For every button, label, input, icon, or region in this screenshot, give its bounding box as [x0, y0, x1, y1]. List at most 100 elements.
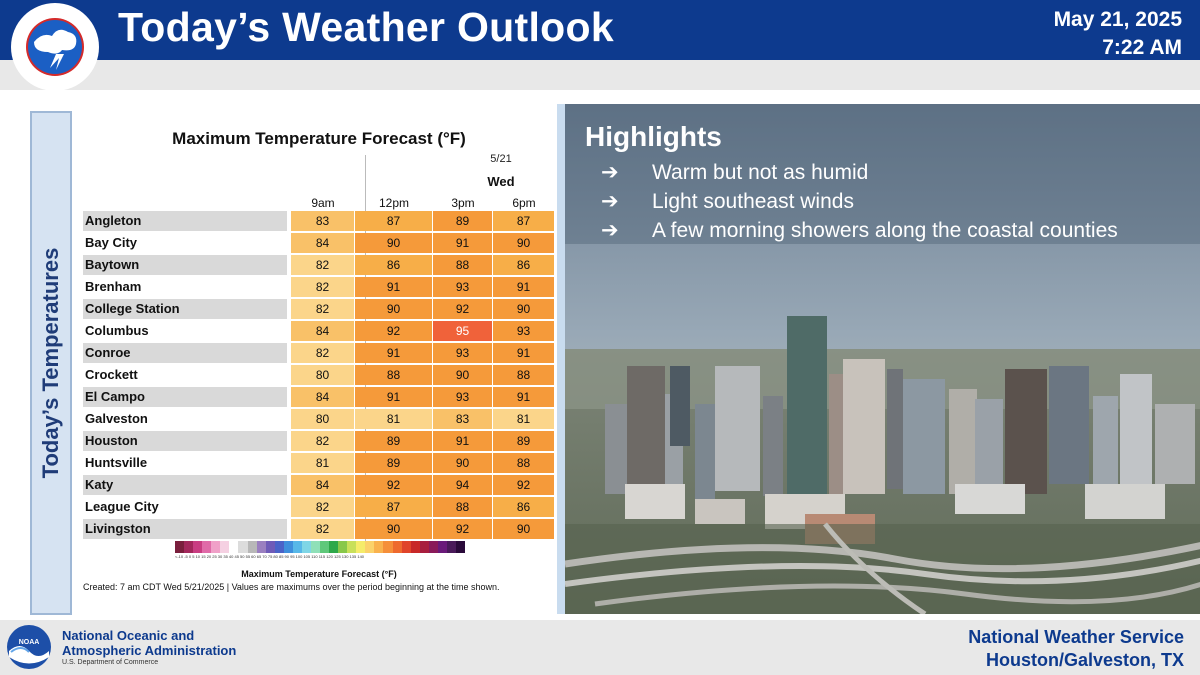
legend-swatch	[437, 541, 447, 553]
noaa-department: U.S. Department of Commerce	[62, 659, 159, 666]
side-label-text: Today’s Temperatures	[38, 247, 63, 479]
issue-time: 7:22 AM	[1102, 36, 1182, 59]
highlight-text: Warm but not as humid	[652, 161, 869, 184]
highlight-item: ➔ Warm but not as humid	[601, 158, 1118, 187]
temperature-cell: 89	[493, 431, 554, 451]
legend-swatch	[184, 541, 194, 553]
temperature-cell: 83	[433, 409, 492, 429]
temperature-cell: 84	[291, 233, 354, 253]
table-row: Columbus 84 92 95 93	[83, 321, 554, 341]
legend-swatch	[202, 541, 212, 553]
city-name: Conroe	[83, 343, 287, 363]
temperature-cell: 81	[355, 409, 432, 429]
legend-swatch	[292, 541, 302, 553]
column-header: 12pm	[378, 196, 410, 210]
city-name: Livingston	[83, 519, 287, 539]
side-label: Today’s Temperatures	[30, 111, 72, 615]
legend-swatch	[238, 541, 248, 553]
page-title: Today’s Weather Outlook	[118, 4, 614, 50]
temperature-cell: 89	[433, 211, 492, 231]
highlight-text: Light southeast winds	[652, 190, 854, 213]
legend-swatch	[356, 541, 366, 553]
temperature-cell: 90	[433, 453, 492, 473]
temperature-cell: 86	[355, 255, 432, 275]
table-row: Katy 84 92 94 92	[83, 475, 554, 495]
temperature-cell: 90	[355, 233, 432, 253]
created-note: Created: 7 am CDT Wed 5/21/2025 | Values…	[83, 582, 500, 592]
legend-swatch	[211, 541, 221, 553]
legend-title: Maximum Temperature Forecast (°F)	[241, 569, 397, 579]
arrow-right-icon: ➔	[601, 190, 619, 213]
temperature-cell: 89	[355, 453, 432, 473]
temperature-cell: 92	[433, 299, 492, 319]
arrow-right-icon: ➔	[601, 161, 619, 184]
column-header: 3pm	[451, 196, 475, 210]
legend-swatch	[247, 541, 257, 553]
table-row: Brenham 82 91 93 91	[83, 277, 554, 297]
city-name: College Station	[83, 299, 287, 319]
temperature-cell: 81	[493, 409, 554, 429]
table-title: Maximum Temperature Forecast (°F)	[172, 129, 466, 148]
temperature-cell: 82	[291, 255, 354, 275]
temperature-cell: 95	[433, 321, 492, 341]
temperature-cell: 86	[493, 255, 554, 275]
temperature-cell: 88	[493, 453, 554, 473]
nws-line2: Houston/Galveston, TX	[985, 650, 1184, 670]
highlight-text: A few morning showers along the coastal …	[652, 219, 1118, 242]
table-row: El Campo 84 91 93 91	[83, 387, 554, 407]
city-name: Bay City	[85, 235, 138, 250]
header-bar: Today’s Weather Outlook May 21, 2025 7:2…	[0, 0, 1200, 60]
legend-swatch	[265, 541, 275, 553]
legend-swatch	[329, 541, 339, 553]
temperature-cell: 91	[355, 387, 432, 407]
table-date: 5/21	[490, 153, 512, 165]
temperature-cell: 86	[493, 497, 554, 517]
temperature-cell: 93	[433, 277, 492, 297]
legend-swatch	[365, 541, 375, 553]
legend-swatch	[410, 541, 420, 553]
table-row: Baytown 82 86 88 86	[83, 255, 554, 275]
temperature-cell: 94	[433, 475, 492, 495]
legend-swatch	[256, 541, 266, 553]
legend-swatch	[283, 541, 293, 553]
legend-swatch	[320, 541, 330, 553]
column-header: 6pm	[512, 196, 536, 210]
color-legend-bar	[175, 541, 465, 553]
legend-swatch	[383, 541, 393, 553]
temperature-cell: 88	[493, 365, 554, 385]
legend-swatch	[193, 541, 203, 553]
arrow-right-icon: ➔	[601, 219, 619, 242]
temperature-cell: 91	[493, 387, 554, 407]
city-name: Galveston	[85, 411, 148, 426]
temperature-cell: 84	[291, 321, 354, 341]
table-row: Bay City 84 90 91 90	[83, 233, 554, 253]
legend-swatch	[274, 541, 284, 553]
legend-swatch	[175, 541, 185, 553]
table-row: Conroe 82 91 93 91	[83, 343, 554, 363]
temperature-cell: 92	[355, 475, 432, 495]
temperature-cell: 93	[433, 387, 492, 407]
highlights-title: Highlights	[585, 121, 722, 152]
legend-swatch	[392, 541, 402, 553]
temperature-cell: 92	[355, 321, 432, 341]
table-row: Galveston 80 81 83 81	[83, 409, 554, 429]
temperature-cell: 82	[291, 299, 354, 319]
temperature-cell: 82	[291, 497, 354, 517]
temperature-cell: 82	[291, 431, 354, 451]
noaa-line1: National Oceanic and	[62, 628, 195, 643]
column-header: 9am	[311, 196, 335, 210]
temperature-cell: 80	[291, 365, 354, 385]
table-row: League City 82 87 88 86	[83, 497, 554, 517]
header-band	[0, 60, 1200, 90]
temperature-cell: 91	[493, 277, 554, 297]
temperature-cell: 81	[291, 453, 354, 473]
temperature-cell: 93	[493, 321, 554, 341]
temperature-cell: 92	[433, 519, 492, 539]
footer-bar: NOAA National Oceanic and Atmospheric Ad…	[0, 620, 1200, 675]
highlights-panel: Highlights ➔ Warm but not as humid ➔ Light …	[557, 104, 1200, 614]
issue-datetime: May 21, 2025 7:22 AM	[1054, 6, 1182, 62]
temperature-cell: 90	[433, 365, 492, 385]
temperature-cell: 90	[493, 299, 554, 319]
highlights-list: ➔ Warm but not as humid ➔ Light southeast w…	[601, 158, 1118, 245]
temperature-cell: 82	[291, 519, 354, 539]
